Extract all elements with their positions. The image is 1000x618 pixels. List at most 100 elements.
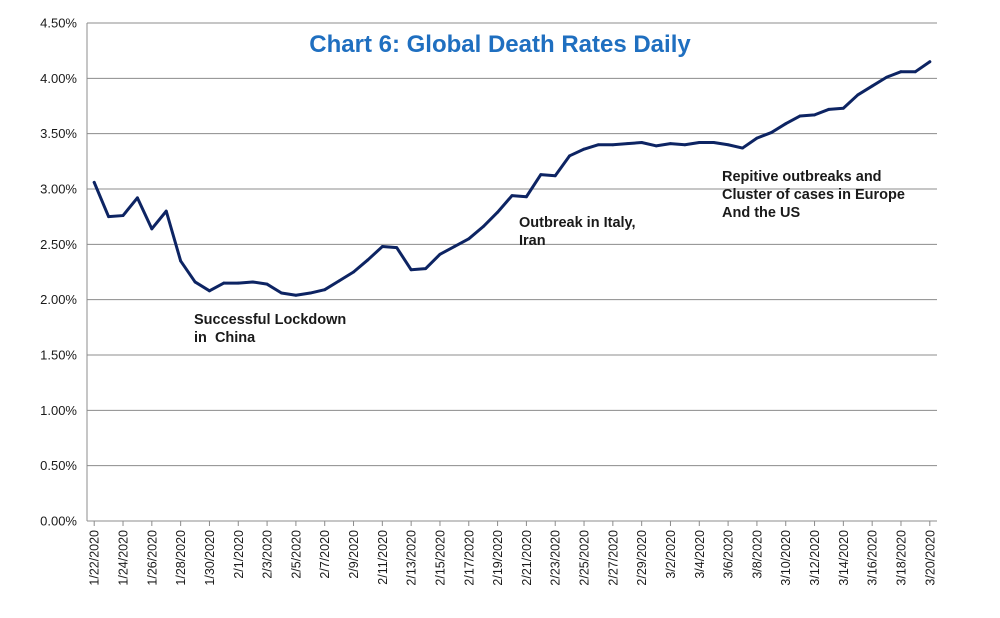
data-point bbox=[136, 196, 139, 200]
x-tick-label: 3/6/2020 bbox=[722, 530, 736, 579]
annotation-line: And the US bbox=[722, 205, 800, 221]
x-tick-label: 3/10/2020 bbox=[779, 530, 793, 586]
data-point bbox=[885, 75, 888, 79]
annotation-line: in China bbox=[194, 330, 256, 346]
x-axis: 1/22/2020 1/24/2020 1/26/2020 1/28/2020 1/30… bbox=[87, 520, 937, 586]
y-tick-label: 4.00% bbox=[40, 71, 77, 86]
data-point bbox=[841, 106, 845, 110]
x-tick-label: 1/24/2020 bbox=[117, 530, 131, 586]
data-point bbox=[755, 136, 759, 140]
x-tick-label: 3/16/2020 bbox=[866, 530, 880, 586]
data-point bbox=[525, 195, 528, 199]
x-tick-label: 2/5/2020 bbox=[289, 530, 303, 579]
x-tick-label: 3/12/2020 bbox=[808, 530, 822, 586]
data-point bbox=[913, 70, 917, 74]
data-point bbox=[193, 280, 197, 284]
x-tick-label: 3/20/2020 bbox=[923, 530, 937, 586]
data-point bbox=[784, 122, 788, 126]
data-point bbox=[121, 214, 125, 217]
x-tick-label: 1/28/2020 bbox=[174, 530, 188, 586]
data-point bbox=[222, 281, 226, 285]
data-point bbox=[380, 245, 384, 248]
data-point bbox=[424, 267, 427, 271]
data-point bbox=[899, 70, 903, 74]
y-tick-label: 1.50% bbox=[40, 348, 77, 363]
data-point bbox=[827, 107, 831, 111]
data-point bbox=[481, 225, 485, 229]
data-point bbox=[496, 210, 499, 214]
x-tick-label: 2/21/2020 bbox=[520, 530, 534, 586]
y-tick-label: 1.00% bbox=[40, 403, 77, 418]
data-point bbox=[553, 174, 557, 178]
data-point bbox=[467, 237, 471, 241]
data-point bbox=[726, 143, 730, 147]
data-point bbox=[150, 227, 154, 231]
data-point bbox=[179, 259, 183, 263]
data-point bbox=[712, 141, 716, 144]
data-point bbox=[928, 60, 932, 64]
data-point bbox=[539, 173, 543, 177]
x-tick-label: 2/9/2020 bbox=[347, 530, 361, 579]
annotation-line: Outbreak in Italy, bbox=[519, 215, 636, 231]
x-tick-label: 2/1/2020 bbox=[232, 530, 246, 579]
data-point bbox=[265, 282, 269, 286]
data-point bbox=[683, 143, 687, 147]
annotation-line: Repitive outbreaks and bbox=[722, 169, 882, 185]
x-tick-label: 2/13/2020 bbox=[405, 530, 419, 586]
x-tick-label: 3/2/2020 bbox=[664, 530, 678, 579]
y-tick-label: 0.50% bbox=[40, 458, 77, 473]
data-point bbox=[352, 270, 355, 274]
data-point bbox=[236, 281, 240, 285]
data-point bbox=[308, 291, 312, 295]
annotation: Repitive outbreaks and Cluster of cases i… bbox=[722, 169, 905, 221]
data-point bbox=[164, 209, 168, 213]
y-tick-label: 3.50% bbox=[40, 126, 77, 141]
data-point bbox=[582, 147, 586, 151]
data-point bbox=[611, 143, 615, 147]
annotation-line: Iran bbox=[519, 233, 546, 249]
data-point bbox=[92, 180, 96, 184]
data-point bbox=[323, 288, 327, 292]
data-point bbox=[856, 93, 860, 97]
annotation-line: Cluster of cases in Europe bbox=[722, 187, 905, 203]
y-tick-label: 2.00% bbox=[40, 292, 77, 307]
data-point bbox=[741, 146, 744, 150]
y-tick-label: 4.50% bbox=[40, 16, 77, 31]
y-tick-label: 3.00% bbox=[40, 182, 77, 197]
data-point bbox=[625, 142, 629, 146]
annotations: Successful Lockdown in China Outbreak in I… bbox=[194, 169, 905, 346]
x-tick-label: 2/19/2020 bbox=[491, 530, 505, 586]
x-tick-label: 1/30/2020 bbox=[203, 530, 217, 586]
x-tick-label: 3/8/2020 bbox=[750, 530, 764, 579]
x-tick-label: 3/18/2020 bbox=[894, 530, 908, 586]
data-point bbox=[769, 131, 773, 134]
x-tick-label: 2/3/2020 bbox=[261, 530, 275, 579]
data-point bbox=[251, 280, 255, 284]
data-point bbox=[107, 215, 111, 219]
data-point bbox=[452, 245, 456, 248]
x-tick-label: 2/17/2020 bbox=[462, 530, 476, 586]
annotation: Outbreak in Italy, Iran bbox=[519, 215, 636, 249]
x-tick-label: 3/4/2020 bbox=[693, 530, 707, 579]
x-tick-label: 2/11/2020 bbox=[376, 530, 390, 585]
data-point bbox=[597, 143, 600, 147]
data-point bbox=[280, 291, 283, 295]
data-point bbox=[366, 258, 370, 262]
data-point bbox=[395, 246, 399, 250]
data-point bbox=[813, 113, 816, 117]
data-point bbox=[568, 154, 572, 158]
x-tick-label: 2/25/2020 bbox=[578, 530, 592, 586]
x-tick-label: 2/29/2020 bbox=[635, 530, 649, 586]
gridlines bbox=[87, 22, 937, 467]
data-point bbox=[510, 194, 514, 198]
annotation-line: Successful Lockdown bbox=[194, 312, 346, 328]
data-point bbox=[337, 279, 341, 283]
x-tick-label: 2/15/2020 bbox=[433, 530, 447, 586]
data-point bbox=[294, 293, 298, 297]
x-tick-label: 1/22/2020 bbox=[88, 530, 102, 586]
data-point bbox=[654, 144, 658, 148]
series-layer bbox=[92, 60, 932, 297]
data-point bbox=[697, 141, 701, 144]
